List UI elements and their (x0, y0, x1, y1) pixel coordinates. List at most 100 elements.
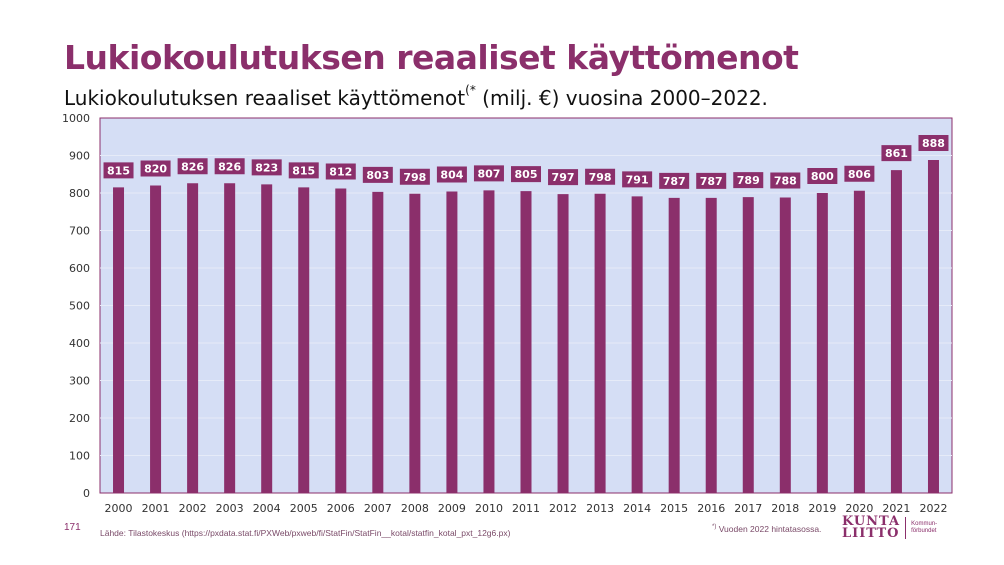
page-title: Lukiokoulutuksen reaaliset käyttömenot (64, 38, 799, 77)
data-label-box (251, 159, 282, 176)
chart-subtitle: Lukiokoulutuksen reaaliset käyttömenot(*… (64, 83, 768, 110)
data-label: 861 (885, 147, 908, 160)
logo-sub-2: förbundet (911, 528, 937, 534)
bar (668, 197, 680, 493)
page-number: 171 (64, 522, 81, 533)
data-label: 888 (922, 137, 945, 150)
data-label: 788 (774, 175, 797, 188)
data-label-box (103, 162, 134, 179)
logo-subtext: Kommun- förbundet (911, 521, 937, 535)
data-label-box (399, 168, 430, 185)
bar (409, 193, 421, 493)
logo-sub-1: Kommun- (911, 521, 938, 527)
data-label-box (473, 165, 504, 182)
data-label: 797 (552, 171, 575, 184)
x-tick-label: 2013 (586, 502, 614, 515)
logo-line-2: LIITTO (842, 526, 900, 541)
bar (742, 197, 754, 493)
x-tick-label: 2008 (401, 502, 429, 515)
data-label-box (733, 172, 764, 189)
bar (631, 196, 643, 493)
bar (150, 185, 162, 493)
x-tick-label: 2004 (253, 502, 281, 515)
y-tick-label: 700 (69, 225, 90, 238)
data-label-box (659, 172, 690, 189)
x-tick-label: 2006 (327, 502, 355, 515)
data-label-box (881, 145, 912, 162)
y-tick-label: 300 (69, 375, 90, 388)
x-tick-label: 2009 (438, 502, 466, 515)
data-label: 800 (811, 170, 834, 183)
x-tick-label: 2022 (919, 502, 947, 515)
footnote-text: Vuoden 2022 hintatasossa. (716, 524, 822, 534)
x-tick-label: 2001 (142, 502, 170, 515)
data-label-box (362, 166, 393, 183)
x-tick-label: 2002 (179, 502, 207, 515)
logo-divider (905, 517, 907, 539)
y-tick-label: 400 (69, 337, 90, 350)
data-label: 826 (218, 160, 241, 173)
x-tick-label: 2019 (808, 502, 836, 515)
data-label: 798 (403, 171, 426, 184)
kuntaliitto-logo: KUNTA LIITTO Kommun- förbundet (842, 514, 937, 541)
logo-line-1: KUNTA (842, 514, 901, 529)
data-label: 803 (366, 169, 389, 182)
bar (261, 184, 273, 493)
y-tick-label: 0 (83, 487, 90, 500)
data-label: 804 (440, 169, 463, 182)
bar (890, 170, 902, 493)
data-label: 791 (626, 173, 649, 186)
data-label: 798 (589, 171, 612, 184)
logo-wordmark: KUNTA LIITTO (842, 514, 901, 541)
data-label: 787 (700, 175, 723, 188)
bar (224, 183, 236, 493)
x-tick-label: 2020 (845, 502, 873, 515)
data-label-box (622, 171, 653, 188)
subtitle-footnote-mark: (* (465, 83, 476, 97)
data-label-box (214, 158, 245, 175)
bar (779, 197, 791, 493)
data-label-box (140, 160, 171, 177)
x-tick-label: 2017 (734, 502, 762, 515)
bar (113, 187, 125, 493)
footnote-mark: *) (712, 524, 717, 531)
data-label: 815 (292, 164, 315, 177)
x-tick-label: 2005 (290, 502, 318, 515)
data-label: 805 (515, 168, 538, 181)
bar (816, 193, 828, 493)
bar (298, 187, 310, 493)
data-label-box (548, 169, 579, 186)
y-tick-label: 100 (69, 450, 90, 463)
x-tick-label: 2012 (549, 502, 577, 515)
data-label-box (918, 135, 949, 151)
y-tick-label: 900 (69, 150, 90, 163)
x-tick-label: 2015 (660, 502, 688, 515)
x-tick-label: 2011 (512, 502, 540, 515)
bar (705, 197, 717, 493)
subtitle-main: Lukiokoulutuksen reaaliset käyttömenot (64, 86, 466, 110)
y-tick-label: 600 (69, 262, 90, 275)
x-tick-label: 2018 (771, 502, 799, 515)
data-label-box (177, 158, 208, 175)
bar (335, 188, 347, 493)
data-label-box (288, 162, 319, 179)
bar (520, 191, 532, 493)
y-tick-label: 500 (69, 300, 90, 313)
data-label: 823 (255, 161, 278, 174)
x-tick-label: 2016 (697, 502, 725, 515)
data-label-box (511, 166, 541, 183)
bar (446, 191, 458, 493)
data-label: 815 (107, 164, 130, 177)
bar (927, 160, 939, 493)
data-label: 807 (477, 167, 500, 180)
data-label: 812 (329, 166, 352, 179)
data-label: 826 (181, 160, 204, 173)
bar (187, 183, 199, 493)
data-label: 789 (737, 174, 760, 187)
subtitle-rest: (milj. €) vuosina 2000–2022. (475, 86, 768, 110)
data-label-box (844, 165, 875, 182)
data-label: 787 (663, 175, 686, 188)
footnote: *) Vuoden 2022 hintatasossa. (712, 524, 821, 534)
bar (853, 190, 865, 493)
